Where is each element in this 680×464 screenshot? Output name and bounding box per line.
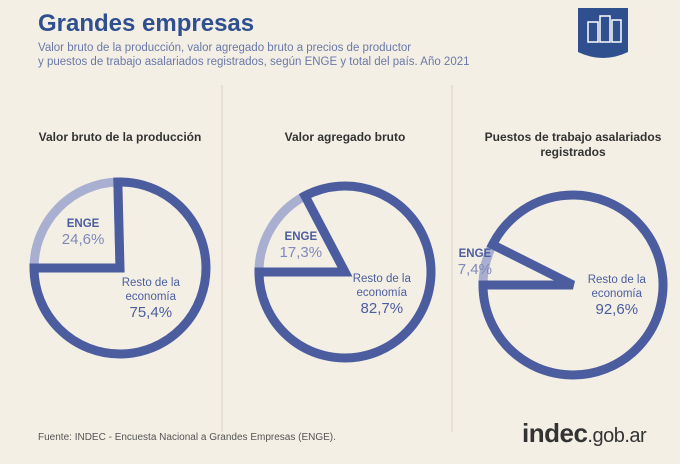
- chart-title: Puestos de trabajo asalariados registrad…: [484, 130, 662, 159]
- pie-slice: [254, 189, 353, 277]
- subtitle: Valor bruto de la producción, valor agre…: [38, 42, 412, 54]
- value-label: 75,4%: [129, 304, 173, 322]
- slice-label: Resto de la economía 92,6%: [572, 273, 662, 317]
- source: Fuente: INDEC - Encuesta Nacional a Gran…: [38, 432, 336, 443]
- value-label: 24,6%: [61, 230, 105, 248]
- category-label: Resto de la economía: [352, 273, 411, 300]
- pie-slice: [254, 181, 436, 363]
- chart-title: Valor agregado bruto: [284, 130, 406, 144]
- slice-label: ENGE 17,3%: [256, 230, 346, 260]
- value-label: 7,4%: [457, 260, 492, 278]
- value-label: 82,7%: [360, 300, 404, 318]
- slice-label: Resto de la economía 82,7%: [337, 272, 427, 316]
- category-label: Resto de la economía: [121, 277, 180, 304]
- slice-label: Resto de la economía 75,4%: [106, 276, 196, 320]
- category-label: Resto de la economía: [587, 274, 646, 301]
- slice-label: ENGE 24,6%: [38, 217, 128, 247]
- chart-title: Valor bruto de la producción: [38, 130, 202, 144]
- category-label: ENGE: [284, 231, 318, 244]
- title: Grandes empresas: [38, 10, 255, 37]
- logo-text: indec: [522, 418, 588, 448]
- value-label: 17,3%: [279, 244, 323, 262]
- logo: indec.gob.ar: [522, 418, 647, 449]
- category-label: ENGE: [66, 217, 100, 230]
- pie-slice: [478, 190, 668, 380]
- slice-label: ENGE 7,4%: [430, 247, 520, 277]
- subtitle: y puestos de trabajo asalariados registr…: [38, 56, 470, 68]
- header-icon: [578, 8, 628, 58]
- pie-slice: [29, 177, 211, 359]
- category-label: ENGE: [458, 247, 492, 260]
- value-label: 92,6%: [595, 301, 639, 319]
- logo-text: .gob.ar: [587, 425, 647, 447]
- pie-slice: [29, 177, 125, 273]
